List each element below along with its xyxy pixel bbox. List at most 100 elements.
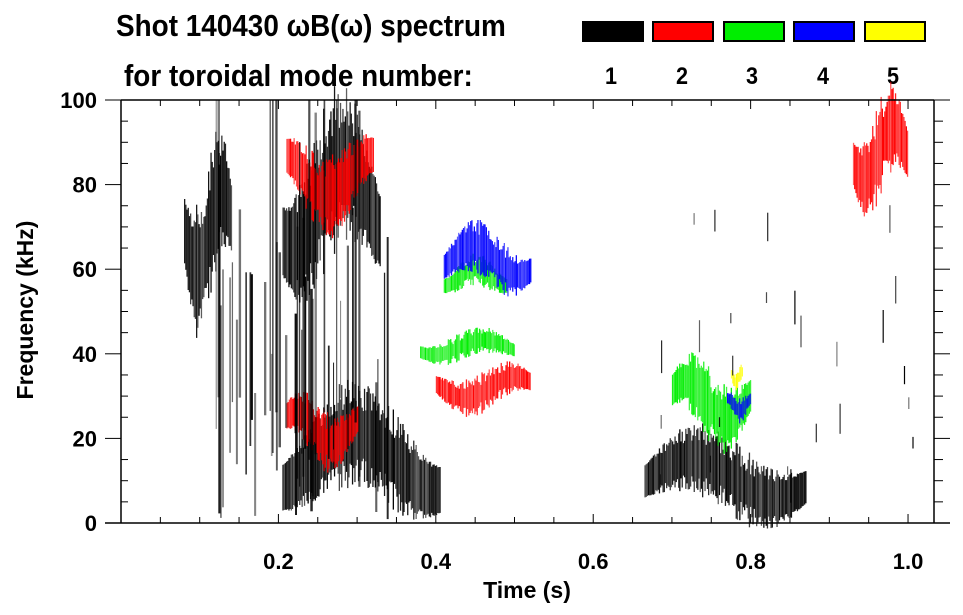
spectrum-streak bbox=[701, 367, 704, 423]
spectrum-streak bbox=[437, 376, 439, 395]
spectrum-streak bbox=[220, 155, 222, 227]
spectrum-streak bbox=[329, 428, 331, 459]
spectrum-streak bbox=[774, 481, 776, 517]
spectrum-streak bbox=[682, 443, 685, 476]
spectrum-streak bbox=[391, 434, 393, 482]
spectrum-streak bbox=[383, 413, 385, 486]
chart-title-line2: for toroidal mode number: bbox=[124, 58, 473, 93]
spectrum-streak bbox=[470, 221, 472, 272]
spectrum-streak bbox=[439, 344, 441, 365]
spectrum-streak bbox=[739, 367, 741, 382]
spectrum-streak bbox=[498, 273, 501, 293]
spectrum-streak bbox=[729, 393, 731, 405]
spectrum-streak bbox=[891, 89, 893, 164]
spectrum-streak bbox=[456, 236, 459, 271]
spectrum-streak bbox=[741, 455, 743, 515]
spectrum-streak bbox=[464, 331, 466, 358]
spectrum-streak bbox=[447, 339, 449, 365]
spectrum-streak bbox=[691, 440, 693, 477]
broadband-streak bbox=[249, 272, 252, 446]
spectrum-streak bbox=[230, 185, 233, 251]
spectrum-streak bbox=[740, 364, 742, 380]
spectrum-streak bbox=[404, 442, 406, 503]
spectrum-streak bbox=[732, 451, 734, 505]
spectrum-streak bbox=[527, 260, 529, 285]
spectrum-streak bbox=[328, 160, 330, 235]
spectrum-streak bbox=[783, 474, 785, 521]
spectrum-streak bbox=[464, 226, 466, 271]
spectrum-streak bbox=[455, 239, 457, 271]
spectrum-streak bbox=[775, 476, 777, 521]
spectrum-streak bbox=[329, 159, 331, 235]
spectrum-streak bbox=[465, 265, 467, 280]
spectrum-streak bbox=[748, 452, 751, 528]
sparse-streak bbox=[718, 417, 721, 427]
x-axis-title: Time (s) bbox=[483, 577, 571, 603]
spectrum-streak bbox=[343, 420, 346, 452]
spectrum-streak bbox=[465, 330, 467, 358]
spectrum-streak bbox=[301, 153, 304, 191]
spectrum-streak bbox=[510, 366, 512, 388]
sparse-streak bbox=[659, 474, 661, 485]
spectrum-streak bbox=[736, 443, 739, 520]
spectrum-streak bbox=[731, 397, 734, 438]
spectrum-streak bbox=[495, 369, 498, 399]
spectrum-streak bbox=[462, 228, 465, 271]
spectrum-streak bbox=[293, 138, 295, 185]
spectrum-streak bbox=[720, 453, 722, 486]
spectrum-streak bbox=[757, 466, 759, 523]
spectrum-streak bbox=[498, 372, 500, 392]
broadband-streak bbox=[358, 110, 361, 487]
broadband-streak bbox=[333, 362, 335, 450]
spectrum-streak bbox=[454, 239, 456, 273]
spectrum-streak bbox=[483, 373, 486, 410]
legend-label-mode-5: 5 bbox=[886, 63, 900, 90]
spectrum-streak bbox=[282, 464, 284, 511]
spectrum-streak bbox=[502, 245, 504, 291]
spectrum-streak bbox=[287, 460, 289, 510]
spectrum-streak bbox=[367, 386, 369, 488]
spectrum-streak bbox=[743, 400, 746, 414]
sparse-streak bbox=[714, 209, 716, 232]
spectrum-streak bbox=[303, 182, 306, 292]
spectrum-streak bbox=[438, 376, 440, 396]
sparse-streak bbox=[709, 455, 711, 473]
spectrum-streak bbox=[339, 426, 341, 456]
broadband-streak bbox=[308, 100, 311, 460]
spectrum-streak bbox=[737, 402, 740, 419]
spectrum-streak bbox=[512, 364, 514, 390]
broadband-streak bbox=[346, 245, 349, 450]
spectrum-streak bbox=[898, 99, 900, 165]
spectrum-streak bbox=[200, 212, 203, 319]
spectrum-streak bbox=[727, 398, 729, 441]
spectrum-streak bbox=[357, 139, 359, 194]
spectrum-streak bbox=[685, 428, 687, 489]
spectrum-streak bbox=[696, 429, 698, 489]
spectrum-streak bbox=[695, 367, 698, 408]
spectrum-streak bbox=[306, 163, 308, 301]
spectrum-streak bbox=[290, 454, 292, 511]
spectrum-streak bbox=[457, 385, 459, 409]
spectrum-streak bbox=[723, 384, 725, 454]
spectrum-streak bbox=[488, 369, 490, 408]
spectrum-streak bbox=[448, 277, 450, 292]
spectrum-feature-mode-1 bbox=[644, 423, 807, 529]
spectrum-streak bbox=[401, 434, 403, 503]
spectrum-streak bbox=[472, 253, 474, 286]
spectrum-streak bbox=[333, 165, 335, 227]
spectrum-streak bbox=[478, 234, 480, 260]
spectrum-streak bbox=[681, 431, 683, 488]
spectrum-streak bbox=[349, 143, 352, 210]
legend-swatch-mode-3 bbox=[723, 21, 785, 42]
spectrum-streak bbox=[506, 338, 508, 355]
spectrum-streak bbox=[368, 166, 370, 244]
spectrum-streak bbox=[324, 176, 326, 218]
spectrum-streak bbox=[697, 428, 699, 490]
spectrum-streak bbox=[460, 338, 463, 355]
spectrum-streak bbox=[474, 262, 477, 277]
broadband-streak bbox=[299, 142, 301, 487]
spectrum-streak bbox=[885, 106, 887, 161]
spectrum-streak bbox=[287, 402, 289, 428]
spectrum-streak bbox=[297, 195, 300, 295]
spectrum-streak bbox=[295, 141, 298, 187]
